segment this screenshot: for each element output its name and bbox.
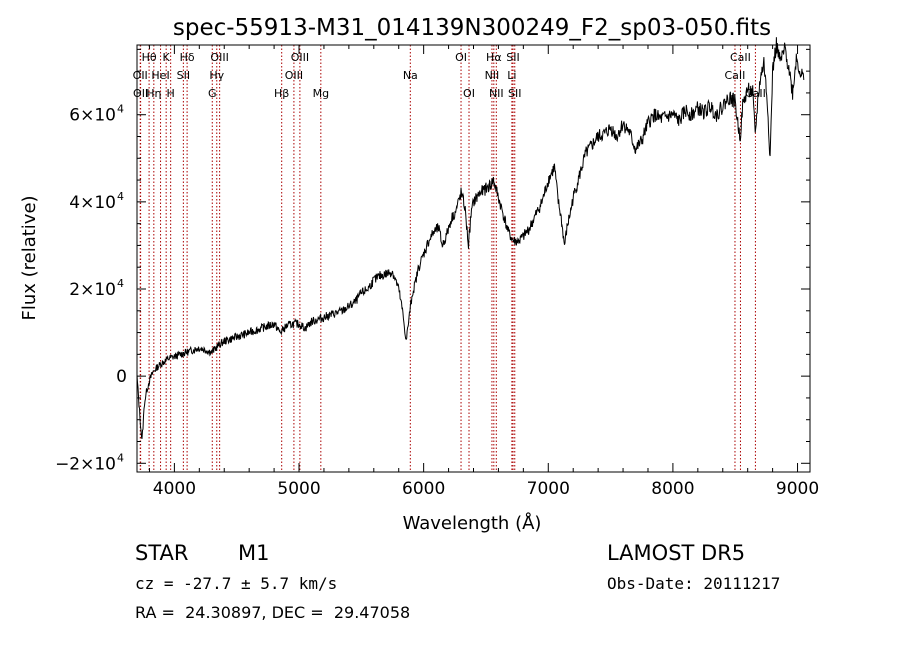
y-tick-exponent-3: 4 [117, 190, 124, 203]
line-marker-label-21: NII [489, 87, 504, 100]
y-tick-label-0: −2×10 [55, 454, 116, 474]
line-marker-label-9: OIII [210, 51, 228, 64]
line-marker-label-16: Na [403, 69, 418, 82]
line-marker-label-18: OI [463, 87, 475, 100]
x-tick-label-1: 5000 [277, 479, 320, 499]
line-marker-label-14: Hβ [274, 87, 289, 100]
y-tick-label-4: 6×10 [69, 106, 116, 126]
y-tick-exponent-0: 4 [117, 451, 124, 464]
line-marker-label-7: Hδ [180, 51, 195, 64]
x-tick-label-0: 4000 [153, 479, 196, 499]
redshift-cz: cz = -27.7 ± 5.7 km/s [135, 574, 338, 593]
line-marker-label-22: SII [506, 51, 519, 64]
line-marker-label-3: Hη [146, 87, 161, 100]
line-marker-label-23: Li [507, 69, 516, 82]
plot-frame [136, 44, 811, 473]
spectrum-line [136, 37, 805, 440]
line-marker-label-20: NII [485, 69, 500, 82]
line-marker-label-11: G [208, 87, 217, 100]
x-tick-label-2: 6000 [402, 479, 445, 499]
line-marker-label-24: SII [508, 87, 521, 100]
obs-date: Obs-Date: 20111217 [607, 574, 781, 593]
y-tick-label-1: 0 [116, 367, 127, 387]
y-tick-exponent-2: 4 [117, 277, 124, 290]
line-marker-label-15: Mg [313, 87, 329, 100]
survey-name: LAMOST DR5 [607, 541, 746, 565]
y-tick-label-2: 2×10 [69, 280, 116, 300]
line-marker-label-12: OIII [291, 51, 309, 64]
line-marker-label-25: CaII [730, 51, 751, 64]
object-class: STAR [135, 541, 189, 565]
x-tick-label-4: 8000 [651, 479, 694, 499]
y-axis-label: Flux (relative) [19, 195, 40, 320]
object-subclass: M1 [238, 541, 270, 565]
y-tick-exponent-4: 4 [117, 103, 124, 116]
line-marker-label-5: HeI [151, 69, 169, 82]
line-marker-label-19: Hα [486, 51, 502, 64]
y-tick-label-3: 4×10 [69, 193, 116, 213]
line-marker-label-26: CaII [725, 69, 746, 82]
x-tick-label-3: 7000 [527, 479, 570, 499]
line-marker-label-6: H [167, 87, 175, 100]
line-marker-label-1: OII [133, 69, 148, 82]
line-marker-label-17: OI [455, 51, 467, 64]
chart-title: spec-55913-M31_014139N300249_F2_sp03-050… [173, 15, 771, 41]
x-axis-label: Wavelength (Å) [403, 512, 542, 534]
x-tick-label-5: 9000 [776, 479, 819, 499]
line-marker-label-4: K [163, 51, 171, 64]
y-axis: −2×10 402×10 44×10 46×10 4 [55, 48, 810, 474]
line-marker-label-8: SII [177, 69, 190, 82]
line-marker-label-13: OIII [285, 69, 303, 82]
coordinates: RA = 24.30897, DEC = 29.47058 [135, 603, 411, 622]
line-marker-label-0: Hθ [142, 51, 157, 64]
x-axis: 4000 5000 6000 7000 8000 9000 [148, 45, 819, 499]
line-marker-label-10: Hγ [209, 69, 224, 82]
line-markers [139, 45, 756, 472]
